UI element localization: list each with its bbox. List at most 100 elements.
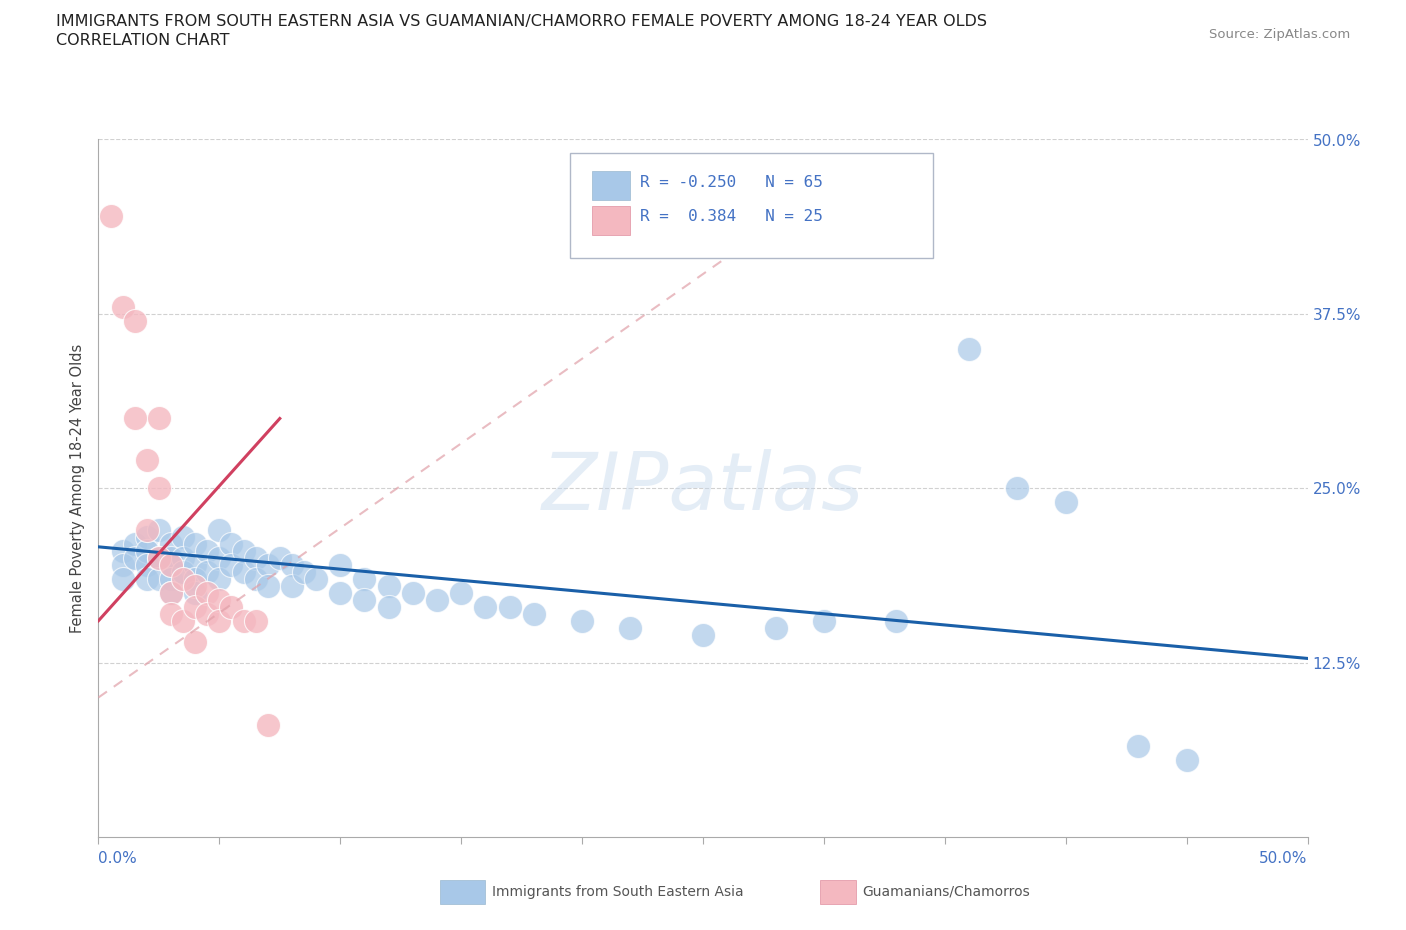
Point (1128, 738, 1150, 753)
FancyBboxPatch shape (592, 206, 630, 235)
Text: R =  0.384   N = 25: R = 0.384 N = 25 (640, 209, 823, 224)
Point (208, 571, 231, 587)
Point (160, 537, 183, 551)
Point (523, 606, 546, 621)
Point (1175, 753, 1198, 768)
Point (148, 571, 170, 587)
Point (172, 530, 194, 545)
Point (256, 578, 278, 593)
Text: Immigrants from South Eastern Asia: Immigrants from South Eastern Asia (492, 884, 744, 899)
Point (195, 586, 218, 601)
Point (281, 558, 304, 573)
Point (305, 571, 328, 587)
Point (1054, 495, 1077, 510)
Point (184, 571, 207, 587)
Point (160, 586, 183, 601)
Point (208, 592, 231, 607)
Point (124, 537, 146, 551)
Point (184, 634, 207, 649)
Point (353, 592, 375, 607)
Point (377, 600, 399, 615)
Point (100, 209, 122, 224)
Point (148, 551, 170, 565)
Point (813, 614, 835, 629)
Point (111, 571, 134, 587)
Text: IMMIGRANTS FROM SOUTH EASTERN ASIA VS GUAMANIAN/CHAMORRO FEMALE POVERTY AMONG 18: IMMIGRANTS FROM SOUTH EASTERN ASIA VS GU… (56, 14, 987, 29)
Point (111, 299, 134, 314)
Point (184, 558, 207, 573)
Point (377, 578, 399, 593)
Point (160, 571, 183, 587)
Point (232, 614, 254, 629)
Point (124, 551, 146, 565)
Point (353, 571, 375, 587)
Y-axis label: Female Poverty Among 18-24 Year Olds: Female Poverty Among 18-24 Year Olds (70, 343, 86, 633)
Point (281, 578, 304, 593)
Point (135, 571, 157, 587)
Point (232, 543, 254, 558)
Point (148, 411, 170, 426)
Point (160, 551, 183, 565)
Point (208, 551, 231, 565)
Text: Guamanians/Chamorros: Guamanians/Chamorros (862, 884, 1029, 899)
Point (402, 586, 425, 601)
Text: R = -0.250   N = 65: R = -0.250 N = 65 (640, 175, 823, 190)
Point (184, 537, 207, 551)
Point (135, 543, 157, 558)
Point (221, 537, 243, 551)
Point (111, 558, 134, 573)
FancyBboxPatch shape (569, 153, 932, 259)
Point (160, 606, 183, 621)
Point (184, 578, 207, 593)
Text: 0.0%: 0.0% (98, 851, 138, 866)
Point (195, 565, 218, 579)
Text: CORRELATION CHART: CORRELATION CHART (56, 33, 229, 47)
Point (172, 571, 194, 587)
Point (184, 600, 207, 615)
Point (195, 606, 218, 621)
Point (135, 558, 157, 573)
Point (172, 565, 194, 579)
Point (1007, 481, 1029, 496)
Point (426, 592, 449, 607)
Point (172, 614, 194, 629)
Point (160, 586, 183, 601)
Text: ZIPatlas: ZIPatlas (541, 449, 865, 527)
Point (148, 551, 170, 565)
Point (619, 620, 641, 635)
Point (957, 341, 980, 356)
Point (148, 481, 170, 496)
Point (245, 551, 267, 565)
FancyBboxPatch shape (592, 171, 630, 200)
Point (474, 600, 496, 615)
Point (232, 565, 254, 579)
Point (498, 600, 520, 615)
Point (184, 586, 207, 601)
Point (124, 411, 146, 426)
Point (172, 551, 194, 565)
Point (148, 523, 170, 538)
Point (329, 586, 352, 601)
Point (245, 571, 267, 587)
Point (256, 718, 278, 733)
Point (160, 558, 183, 573)
Point (111, 543, 134, 558)
Point (221, 558, 243, 573)
Point (221, 600, 243, 615)
Point (124, 313, 146, 328)
Point (135, 530, 157, 545)
Point (195, 543, 218, 558)
Point (208, 614, 231, 629)
Point (571, 614, 593, 629)
Point (245, 614, 267, 629)
Point (450, 586, 472, 601)
Text: Source: ZipAtlas.com: Source: ZipAtlas.com (1209, 28, 1350, 41)
Point (208, 523, 231, 538)
Point (292, 565, 315, 579)
Point (765, 620, 787, 635)
Point (692, 628, 714, 643)
Point (256, 558, 278, 573)
Point (135, 523, 157, 538)
Point (135, 453, 157, 468)
Point (329, 558, 352, 573)
